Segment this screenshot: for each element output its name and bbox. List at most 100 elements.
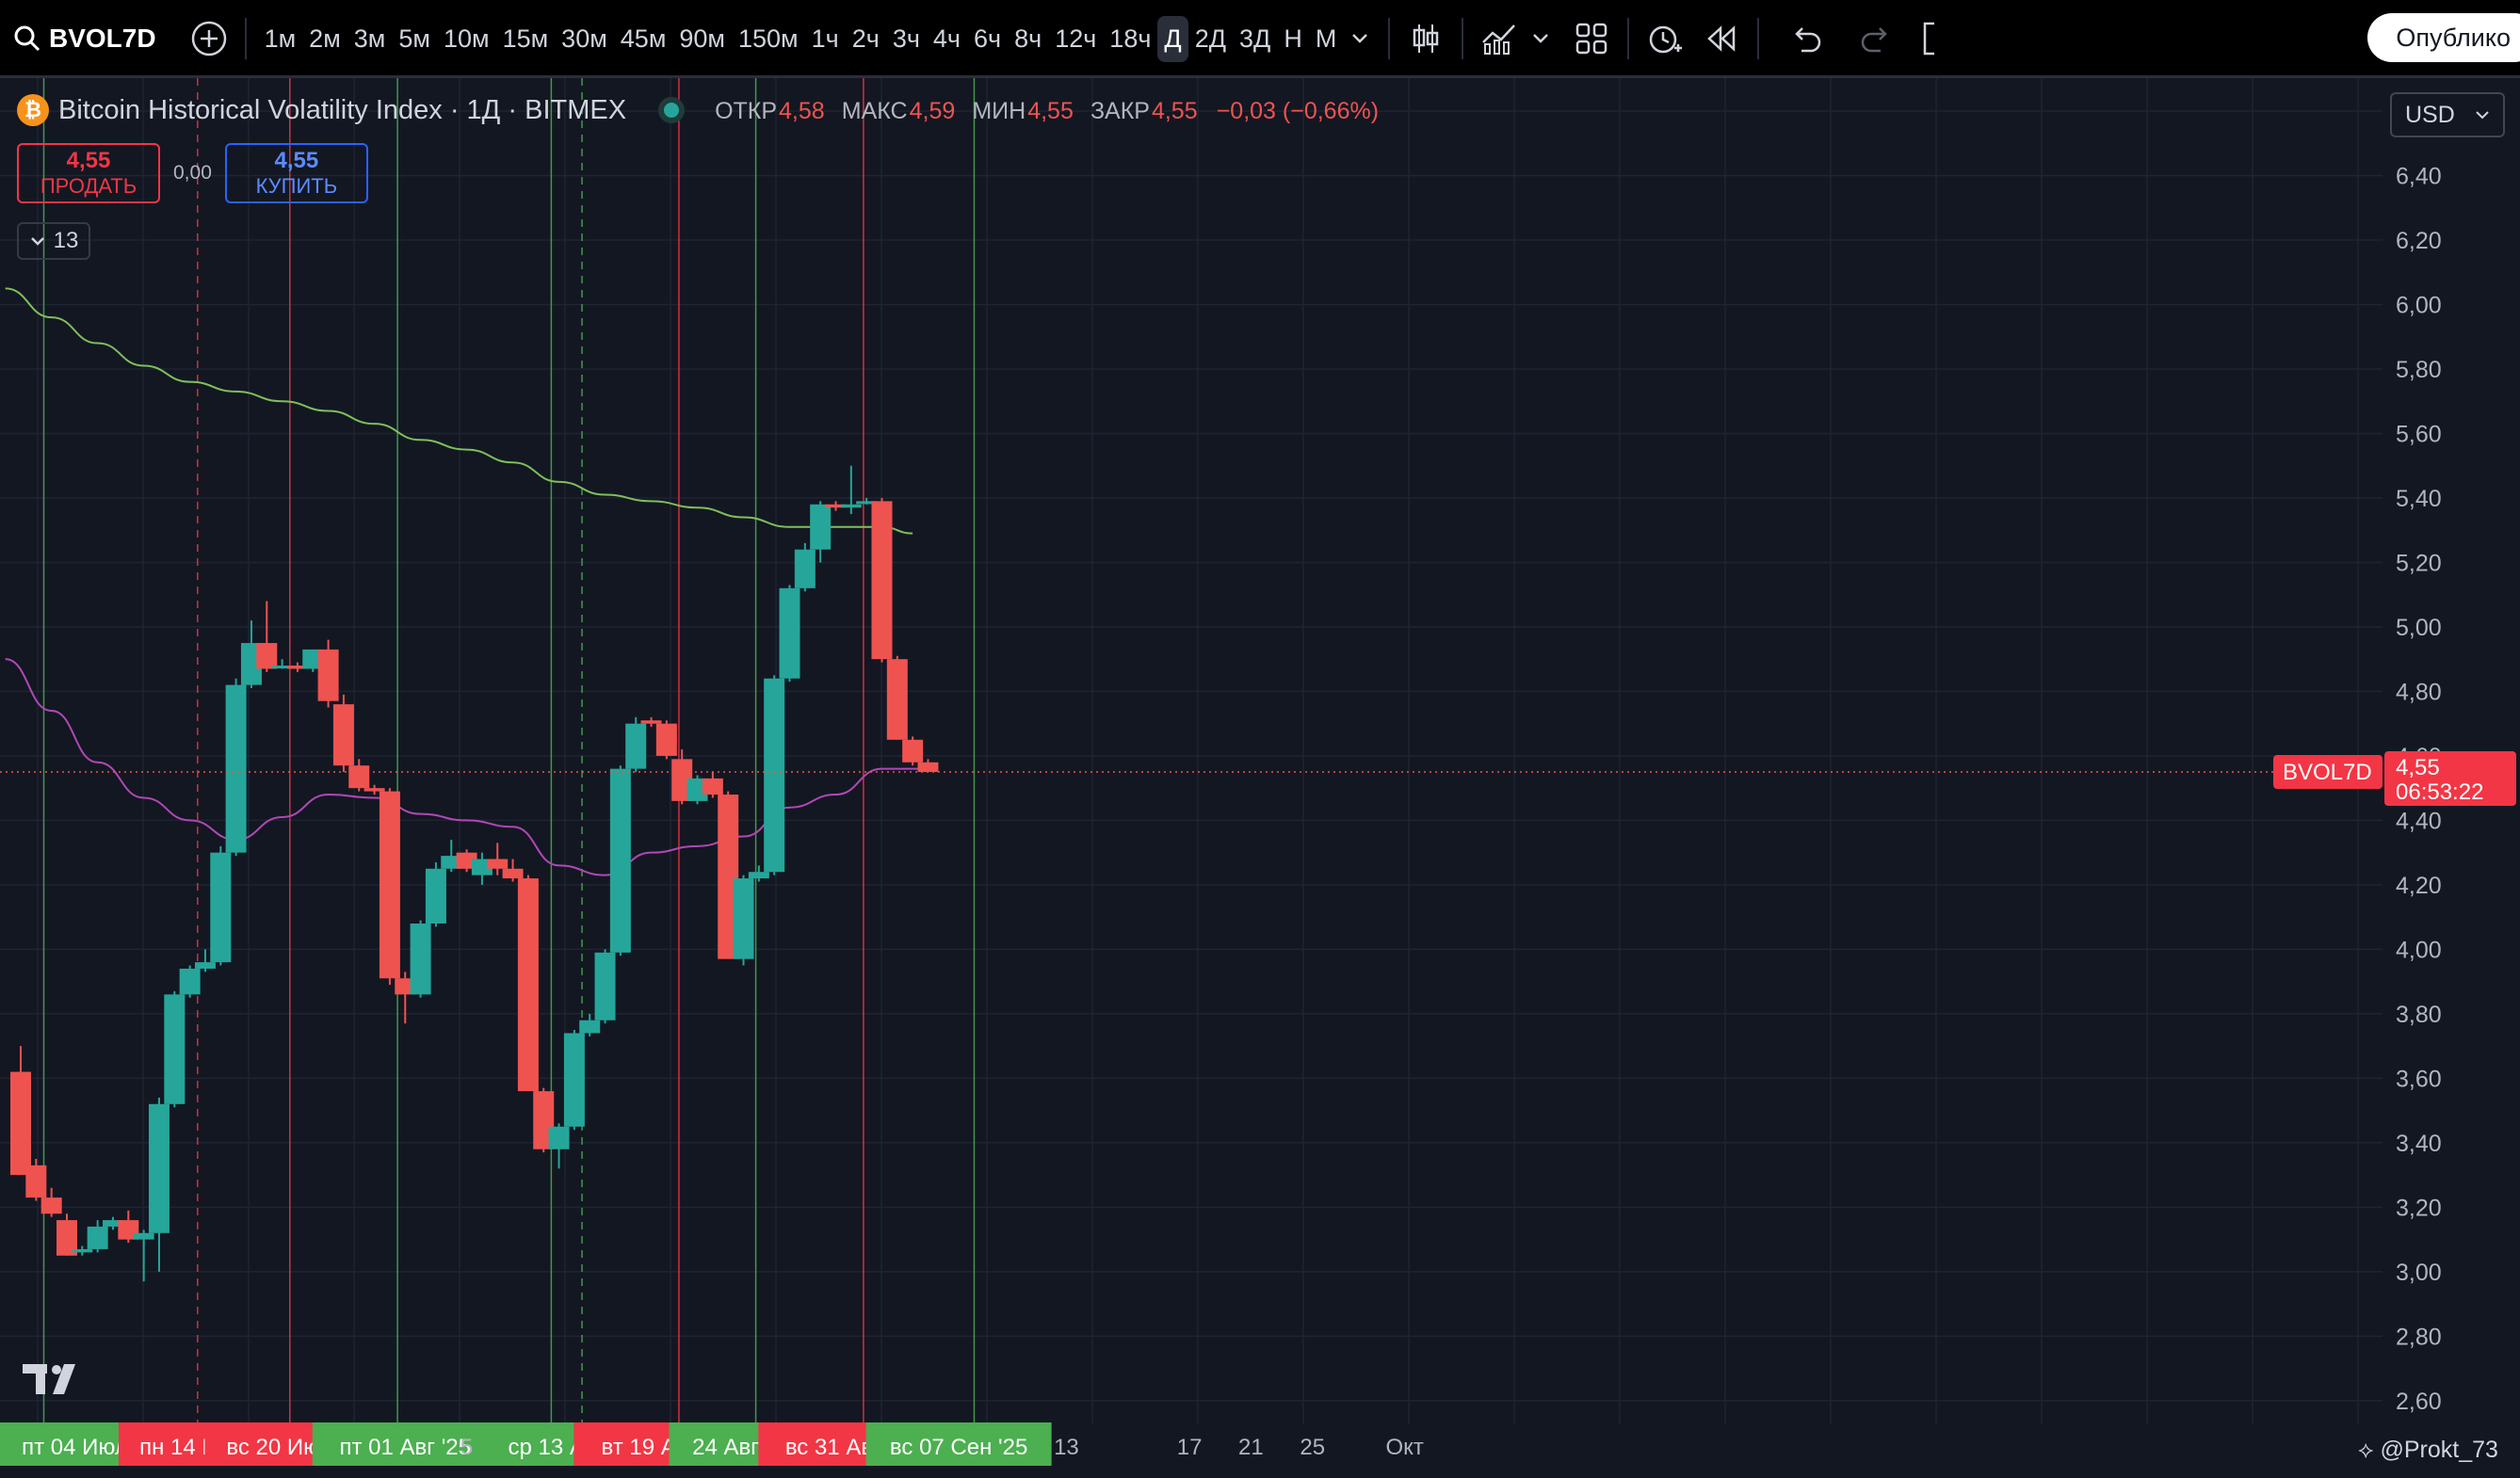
candle-18 bbox=[271, 659, 293, 669]
layouts-button[interactable] bbox=[1567, 14, 1616, 63]
candle-body bbox=[748, 872, 769, 879]
candle-60 bbox=[917, 759, 939, 773]
market-status-icon[interactable] bbox=[658, 97, 686, 123]
interval-3[interactable]: 3м bbox=[353, 24, 386, 53]
interval-12[interactable]: 2ч bbox=[851, 24, 880, 53]
candle-53 bbox=[810, 501, 832, 563]
interval-23[interactable]: М bbox=[1315, 24, 1337, 53]
time-label-text: 17 bbox=[1177, 1435, 1203, 1460]
candle-33 bbox=[502, 859, 524, 882]
candle-body bbox=[902, 739, 924, 763]
candle-24 bbox=[363, 784, 385, 795]
price-tick-6: 3,60 bbox=[2396, 1066, 2442, 1092]
candle-5 bbox=[72, 1245, 93, 1256]
indicators-icon bbox=[1482, 24, 1516, 55]
candle-body bbox=[25, 1165, 47, 1198]
alert-button[interactable] bbox=[1640, 14, 1689, 63]
candle-12 bbox=[179, 965, 201, 998]
candle-38 bbox=[579, 1013, 601, 1036]
price-tick-13: 5,00 bbox=[2396, 615, 2442, 641]
interval-4[interactable]: 5м bbox=[398, 24, 430, 53]
redo-button[interactable] bbox=[1851, 14, 1900, 63]
interval-13[interactable]: 3ч bbox=[892, 24, 920, 53]
candle-body bbox=[548, 1126, 570, 1149]
interval-17[interactable]: 12ч bbox=[1055, 24, 1097, 53]
toolbar-divider bbox=[1388, 18, 1391, 59]
undo-button[interactable] bbox=[1782, 14, 1831, 63]
interval-6[interactable]: 15м bbox=[502, 24, 549, 53]
interval-2[interactable]: 2м bbox=[309, 24, 341, 53]
rewind-icon bbox=[1707, 25, 1736, 52]
candle-body bbox=[825, 504, 847, 508]
time-label-12: вс 07 Сен '25 bbox=[865, 1422, 1052, 1466]
candle-body bbox=[317, 649, 339, 701]
interval-5[interactable]: 10м bbox=[443, 24, 490, 53]
candle-58 bbox=[886, 655, 908, 740]
alarm-clock-icon bbox=[1650, 25, 1683, 54]
interval-8[interactable]: 45м bbox=[620, 24, 667, 53]
interval-9[interactable]: 90м bbox=[679, 24, 725, 53]
currency-select[interactable]: USD bbox=[2390, 92, 2505, 137]
time-label-5: пт 01 Авг '25 bbox=[312, 1422, 498, 1466]
candle-40 bbox=[609, 765, 631, 956]
series-title[interactable]: Bitcoin Historical Volatility Index · 1Д… bbox=[58, 94, 627, 125]
price-chart[interactable]: 2,60 2,80 3,00 3,20 3,40 3,60 3,80 4,00 4,20 4,40… bbox=[0, 78, 2520, 1478]
close-value: 4,55 bbox=[1151, 97, 1198, 124]
sell-button[interactable]: 4,55 ПРОДАТЬ bbox=[17, 143, 160, 203]
bracket-icon bbox=[1924, 22, 1935, 56]
buy-button[interactable]: 4,55 КУПИТЬ bbox=[224, 143, 368, 203]
candle-50 bbox=[764, 675, 785, 876]
price-tick-16: 5,60 bbox=[2396, 421, 2442, 447]
interval-10[interactable]: 150м bbox=[738, 24, 799, 53]
interval-16[interactable]: 8ч bbox=[1014, 24, 1042, 53]
candle-49 bbox=[748, 865, 769, 882]
candle-body bbox=[10, 1071, 31, 1176]
low-value: 4,55 bbox=[1027, 97, 1074, 124]
compare-add-button[interactable] bbox=[185, 14, 234, 63]
time-axis[interactable]: пт 04 Июл '259пн 14 Июл '2вс 20 Июл '25п… bbox=[0, 1422, 1424, 1466]
indicators-collapse-button[interactable]: 13 bbox=[17, 222, 90, 260]
price-tick-1: 2,60 bbox=[2396, 1389, 2442, 1415]
symbol-search[interactable]: BVOL7D bbox=[0, 24, 156, 54]
chart-type-button[interactable] bbox=[1401, 14, 1450, 63]
candle-body bbox=[517, 878, 539, 1092]
trade-panel: 4,55 ПРОДАТЬ 0,00 4,55 КУПИТЬ bbox=[17, 143, 368, 203]
candle-body bbox=[640, 720, 662, 724]
candle-body bbox=[702, 778, 723, 795]
interval-1[interactable]: 1м bbox=[264, 24, 297, 53]
interval-15[interactable]: 6ч bbox=[974, 24, 1002, 53]
candle-body bbox=[379, 791, 400, 979]
replay-button[interactable] bbox=[1697, 14, 1746, 63]
interval-18[interactable]: 18ч bbox=[1109, 24, 1152, 53]
interval-dropdown-button[interactable] bbox=[1343, 14, 1377, 63]
candle-27 bbox=[410, 920, 431, 998]
grid-icon bbox=[1576, 23, 1607, 55]
candle-body bbox=[102, 1220, 123, 1227]
interval-19[interactable]: Д bbox=[1157, 15, 1188, 62]
candles-icon bbox=[1413, 24, 1439, 53]
interval-11[interactable]: 1ч bbox=[811, 24, 839, 53]
indicators-dropdown-button[interactable] bbox=[1524, 14, 1558, 63]
fullscreen-button[interactable] bbox=[1917, 14, 1940, 63]
price-tick-20: 6,40 bbox=[2396, 163, 2442, 189]
candle-body bbox=[764, 678, 785, 873]
candle-42 bbox=[640, 716, 662, 728]
candle-body bbox=[733, 878, 754, 959]
candle-body bbox=[164, 994, 186, 1104]
price-tag-countdown: 06:53:22 bbox=[2396, 779, 2483, 805]
tradingview-logo[interactable] bbox=[23, 1363, 81, 1406]
candle-body bbox=[487, 859, 509, 869]
close-label: ЗАКР bbox=[1090, 97, 1150, 124]
interval-22[interactable]: Н bbox=[1284, 24, 1302, 53]
time-label-17: Окт bbox=[1385, 1435, 1423, 1460]
interval-20[interactable]: 2Д bbox=[1194, 24, 1227, 53]
author-credit[interactable]: ⟡ @Prokt_73 bbox=[2358, 1437, 2498, 1464]
candle-body bbox=[871, 501, 893, 660]
time-label-13: 13 bbox=[1054, 1435, 1079, 1460]
indicators-button[interactable] bbox=[1475, 14, 1524, 63]
interval-7[interactable]: 30м bbox=[561, 24, 607, 53]
interval-21[interactable]: 3Д bbox=[1239, 24, 1271, 53]
interval-14[interactable]: 4ч bbox=[932, 24, 961, 53]
candle-32 bbox=[487, 843, 509, 876]
publish-button[interactable]: Опублико bbox=[2367, 13, 2520, 62]
